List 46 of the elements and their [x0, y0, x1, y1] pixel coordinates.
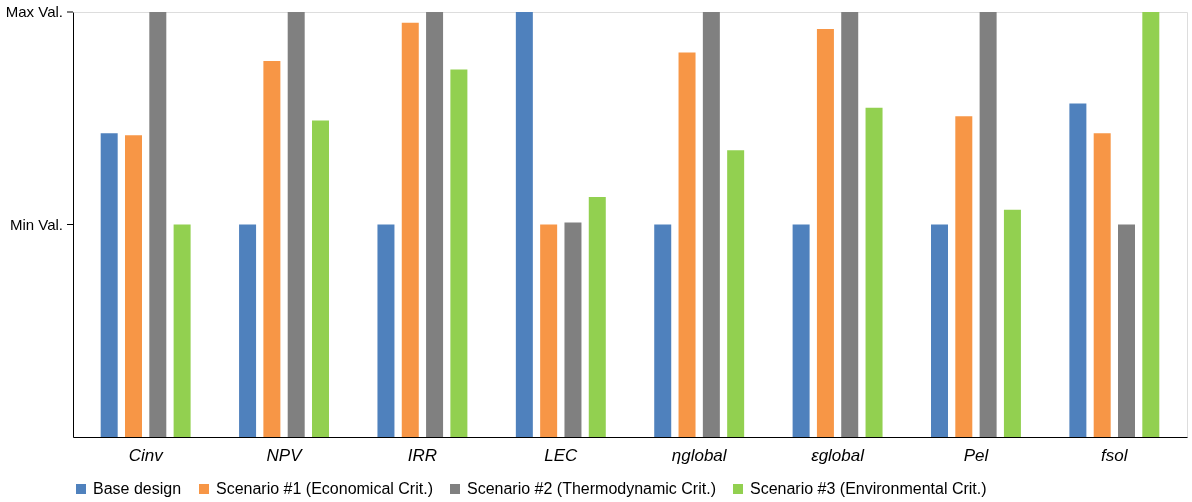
x-tick-label: Cinv: [128, 445, 165, 465]
bar: [125, 135, 142, 437]
bar: [515, 12, 533, 437]
legend-label: Scenario #1 (Economical Crit.): [216, 480, 433, 497]
bar: [263, 60, 281, 437]
bar: [1069, 103, 1087, 437]
bar: [401, 22, 419, 437]
legend-label: Scenario #3 (Environmental Crit.): [750, 480, 987, 497]
text: Max Val.: [5, 3, 63, 20]
bar: [702, 12, 720, 437]
bar: [149, 12, 167, 437]
bar: [564, 222, 582, 437]
x-tick-label: LEC: [544, 445, 579, 465]
x-tick-label: fsol: [1101, 445, 1129, 465]
bar: [1093, 133, 1111, 437]
bar: [865, 107, 883, 437]
bar: [426, 12, 444, 437]
bar: [792, 224, 810, 437]
bar: [979, 12, 997, 437]
bar: [931, 224, 948, 437]
bar: [654, 224, 672, 437]
bar: [540, 224, 558, 437]
legend-label: Base design: [93, 480, 182, 497]
x-tick-label: ηglobal: [671, 445, 728, 465]
bar: [173, 224, 191, 437]
x-tick-label: NPV: [266, 445, 304, 465]
x-tick-label: εglobal: [811, 445, 866, 465]
bar: [678, 52, 696, 437]
bar: [239, 224, 257, 437]
bar: [588, 196, 606, 437]
bar: [1003, 209, 1021, 437]
bar: [100, 133, 118, 437]
x-tick-label: IRR: [407, 445, 438, 465]
bar: [287, 12, 305, 437]
bar: [841, 12, 859, 437]
bar: [312, 120, 329, 437]
bar: [377, 224, 395, 437]
bar: [955, 116, 973, 437]
bar: [1118, 224, 1135, 437]
legend-label: Scenario #2 (Thermodynamic Crit.): [467, 480, 716, 497]
bar: [1142, 12, 1160, 437]
x-tick-label: Pel: [963, 445, 990, 465]
bar: [450, 69, 468, 437]
bar: [816, 29, 834, 437]
text: Min Val.: [9, 215, 63, 233]
bar: [727, 150, 745, 437]
